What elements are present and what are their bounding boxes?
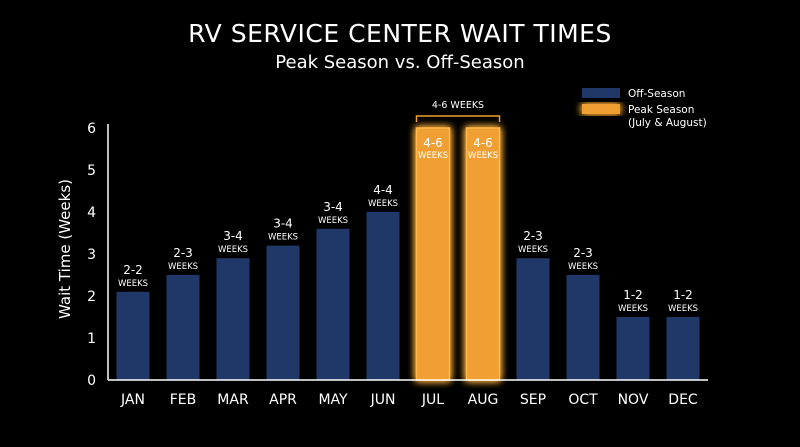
bar-unit-label: WEEKS — [268, 233, 298, 243]
bar-unit-label: WEEKS — [168, 262, 198, 272]
bar-value-label: 1-2 — [673, 288, 693, 302]
x-tick-label: APR — [269, 392, 297, 408]
bar-jun — [366, 212, 400, 380]
x-tick-label: MAY — [318, 392, 348, 408]
bar-value-label: 3-4 — [273, 217, 293, 231]
bar-dec — [666, 317, 700, 380]
chart-subtitle: Peak Season vs. Off-Season — [275, 52, 524, 73]
peak-bracket-annotation: 4-6 WEEKS — [415, 100, 501, 122]
x-tick-label: AUG — [468, 392, 499, 408]
bar-value-label: 4-6 — [473, 136, 493, 150]
bars-group — [116, 127, 700, 381]
bar-unit-label: WEEKS — [468, 151, 498, 161]
legend-swatch-off — [582, 88, 620, 98]
bar-may — [316, 228, 350, 380]
bar-jul — [415, 127, 451, 381]
legend-label-off: Off-Season — [628, 88, 685, 100]
bar-value-label: 1-2 — [623, 288, 643, 302]
bar-value-label: 3-4 — [323, 200, 343, 214]
bar-value-label: 2-3 — [173, 246, 193, 260]
y-tick-label: 3 — [87, 247, 96, 263]
bar-value-label: 2-3 — [523, 229, 543, 243]
legend-swatch-peak — [582, 104, 620, 114]
x-axis-ticks: JAN FEB MAR APR MAY JUN JUL AUG SEP OCT NOV DEC — [120, 392, 698, 408]
bar-unit-label: WEEKS — [118, 279, 148, 289]
y-tick-label: 0 — [87, 373, 96, 389]
bar-nov — [616, 317, 650, 380]
y-axis-label: Wait Time (Weeks) — [56, 179, 74, 319]
bar-aug — [465, 127, 501, 381]
y-tick-label: 5 — [87, 163, 96, 179]
legend: Off-Season Peak Season(July & August) — [582, 88, 707, 129]
bar-apr — [266, 245, 300, 380]
bracket-line — [415, 115, 501, 122]
bar-feb — [166, 275, 200, 380]
bar-value-label: 4-4 — [373, 183, 393, 197]
x-tick-label: JAN — [120, 392, 145, 408]
y-axis-ticks: 0 1 2 3 4 5 6 — [87, 121, 96, 389]
bar-unit-label: WEEKS — [418, 151, 448, 161]
y-tick-label: 4 — [87, 205, 96, 221]
x-tick-label: MAR — [217, 392, 249, 408]
x-tick-label: DEC — [668, 392, 698, 408]
bar-value-label: 4-6 — [423, 136, 443, 150]
x-tick-label: FEB — [170, 392, 197, 408]
y-tick-label: 1 — [87, 331, 96, 347]
bar-oct — [566, 275, 600, 380]
x-tick-label: NOV — [618, 392, 649, 408]
x-tick-label: JUN — [370, 392, 396, 408]
y-tick-label: 6 — [87, 121, 96, 137]
bar-labels-group: 2-2 WEEKS 2-3 WEEKS 3-4 WEEKS 3-4 WEEKS 3-4 WEEKS… — [118, 136, 698, 314]
bar-value-label: 3-4 — [223, 229, 243, 243]
bar-unit-label: WEEKS — [618, 304, 648, 314]
bar-unit-label: WEEKS — [368, 199, 398, 209]
x-tick-label: JUL — [421, 392, 444, 408]
x-tick-label: OCT — [568, 392, 598, 408]
bar-jan — [116, 291, 150, 380]
bar-sep — [516, 258, 550, 380]
y-tick-label: 2 — [87, 289, 96, 305]
bar-unit-label: WEEKS — [568, 262, 598, 272]
bar-unit-label: WEEKS — [668, 304, 698, 314]
bar-unit-label: WEEKS — [318, 216, 348, 226]
bracket-label: 4-6 WEEKS — [432, 100, 484, 111]
legend-sublabel-peak: (July & August) — [628, 117, 707, 129]
legend-label-peak: Peak Season — [628, 104, 694, 116]
chart-title: RV SERVICE CENTER WAIT TIMES — [188, 19, 612, 48]
bar-unit-label: WEEKS — [518, 245, 548, 255]
bar-value-label: 2-2 — [123, 263, 143, 277]
bar-value-label: 2-3 — [573, 246, 593, 260]
x-tick-label: SEP — [520, 392, 546, 408]
bar-mar — [216, 258, 250, 380]
bar-unit-label: WEEKS — [218, 245, 248, 255]
